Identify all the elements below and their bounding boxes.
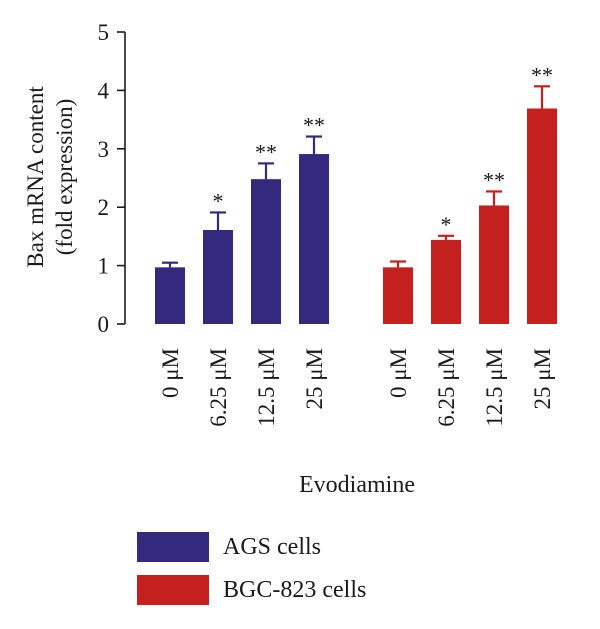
- legend-label-bgc: BGC-823 cells: [223, 576, 367, 603]
- legend-swatch-bgc: [137, 575, 209, 605]
- bar: [431, 239, 461, 324]
- x-tick-labels: 0 μM 6.25 μM 12.5 μM 25 μM 0 μM 6.25 μM 12.5 μ…: [158, 348, 555, 427]
- y-tick-label: 4: [98, 78, 110, 103]
- bar: [203, 229, 233, 324]
- legend-item-bgc: BGC-823 cells: [137, 575, 366, 605]
- y-axis-label-line2: (fold expression): [52, 99, 77, 256]
- significance-marker: **: [255, 139, 277, 164]
- y-tick-label: 1: [98, 254, 110, 279]
- x-tick-label: 0 μM: [386, 348, 411, 398]
- legend: AGS cells BGC-823 cells: [137, 532, 366, 618]
- x-tick-label: 0 μM: [158, 348, 183, 398]
- y-tick-label: 3: [98, 137, 110, 162]
- significance-marker: *: [441, 212, 452, 237]
- x-tick-label: 6.25 μM: [434, 348, 459, 427]
- legend-label-ags: AGS cells: [223, 533, 321, 560]
- bar: [299, 154, 329, 324]
- y-tick-label: 5: [98, 20, 110, 45]
- y-axis: 0 1 2 3 4 5: [98, 20, 126, 337]
- legend-swatch-ags: [137, 532, 209, 562]
- significance-marker: **: [531, 62, 553, 87]
- significance-marker: **: [483, 167, 505, 192]
- x-axis-label: Evodiamine: [299, 472, 415, 498]
- bar: [527, 108, 557, 324]
- x-tick-label: 6.25 μM: [206, 348, 231, 427]
- y-tick-label: 0: [98, 312, 110, 337]
- significance-marker: *: [213, 188, 224, 213]
- bars: **********: [155, 62, 557, 324]
- y-tick-label: 2: [98, 195, 110, 220]
- y-axis-label-line1: Bax mRNA content: [23, 86, 48, 268]
- bar: [251, 179, 281, 324]
- x-tick-label: 12.5 μM: [482, 348, 507, 427]
- bar: [479, 205, 509, 324]
- x-tick-label: 25 μM: [530, 348, 555, 410]
- x-tick-label: 25 μM: [302, 348, 327, 410]
- bar: [383, 267, 413, 324]
- y-axis-label: Bax mRNA content (fold expression): [23, 86, 77, 268]
- bar-chart: Bax mRNA content (fold expression) 0 1 2 3 4…: [23, 20, 557, 498]
- x-tick-label: 12.5 μM: [254, 348, 279, 427]
- legend-item-ags: AGS cells: [137, 532, 366, 562]
- significance-marker: **: [303, 113, 325, 138]
- bar: [155, 267, 185, 324]
